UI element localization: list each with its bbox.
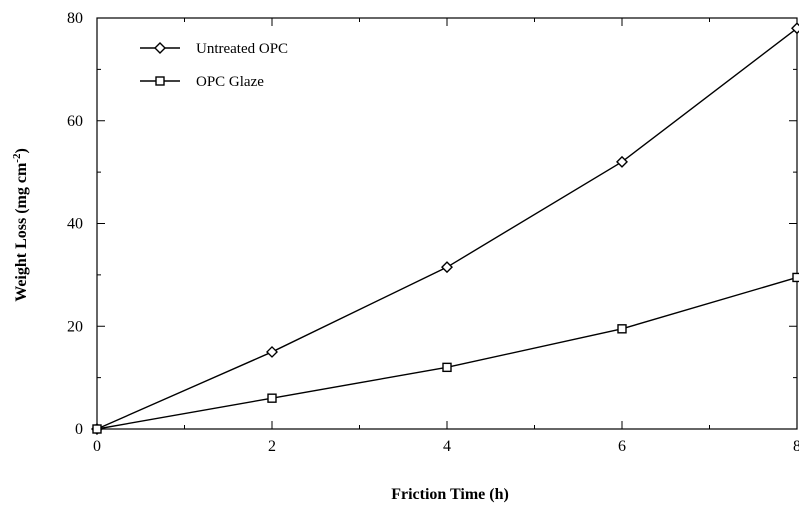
data-point-opc-glaze [792, 272, 799, 283]
data-point-opc-glaze [92, 424, 102, 434]
data-point-opc-glaze [267, 393, 277, 403]
legend-marker [154, 42, 166, 54]
x-axis-title: Friction Time (h) [391, 486, 509, 503]
y-tick-label: 0 [75, 421, 83, 438]
y-tick-label: 60 [67, 113, 83, 130]
data-point-untreated-opc [266, 345, 278, 358]
x-tick-label: 2 [268, 438, 276, 455]
data-point-opc-glaze [617, 324, 627, 334]
series-opc-glaze [92, 272, 799, 434]
x-tick-label: 4 [443, 438, 451, 455]
x-tick-label: 8 [793, 438, 799, 455]
y-axis-title-sup: -2 [11, 153, 23, 163]
series-line-opc-glaze [96, 276, 798, 430]
y-axis-title-close: ) [13, 148, 30, 153]
y-axis-title-main: Weight Loss (mg cm [13, 162, 30, 302]
legend-label: OPC Glaze [196, 74, 264, 90]
legend-label: Untreated OPC [196, 41, 288, 57]
x-tick-label: 6 [618, 438, 626, 455]
y-tick-label: 80 [67, 10, 83, 27]
data-point-untreated-opc [791, 22, 799, 35]
axis-ticks [96, 17, 798, 430]
x-tick-labels: 0 2 4 6 8 [93, 438, 799, 455]
data-point-untreated-opc [616, 155, 628, 168]
legend-item-untreated-opc: Untreated OPC [140, 41, 288, 57]
y-tick-label: 40 [67, 216, 83, 233]
legend: Untreated OPC OPC Glaze [140, 41, 288, 90]
y-tick-label: 20 [67, 318, 83, 335]
data-point-untreated-opc [441, 261, 453, 274]
data-point-opc-glaze [442, 362, 452, 373]
y-axis-title: Weight Loss (mg cm-2) [11, 148, 30, 302]
legend-marker [155, 76, 165, 86]
x-tick-label: 0 [93, 438, 101, 455]
y-tick-labels: 0 20 40 60 80 [67, 10, 83, 438]
legend-item-opc-glaze: OPC Glaze [140, 74, 264, 90]
series-group [91, 22, 799, 435]
